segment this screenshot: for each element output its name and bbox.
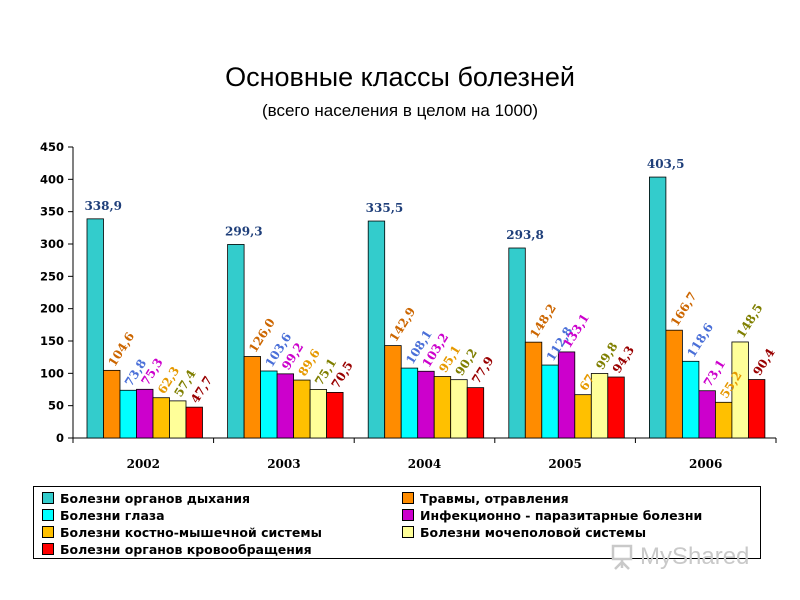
legend-swatch — [42, 492, 54, 504]
bar — [136, 388, 154, 439]
bar — [400, 367, 419, 439]
legend-item: Болезни глаза — [42, 507, 165, 523]
data-label: 148,2 — [527, 301, 559, 340]
bar — [649, 176, 667, 439]
y-tick-label: 450 — [40, 140, 64, 154]
y-tick-label: 100 — [40, 366, 64, 380]
data-label: 335,5 — [366, 201, 404, 215]
data-label: 90,4 — [750, 346, 777, 378]
y-tick-label: 50 — [48, 399, 64, 413]
y-tick-label: 150 — [40, 334, 64, 348]
x-tick-label: 2002 — [127, 457, 160, 471]
data-label: 166,7 — [668, 290, 700, 329]
legend-label: Болезни глаза — [60, 507, 165, 523]
bar — [293, 379, 311, 439]
legend-item: Болезни органов кровообращения — [42, 541, 312, 557]
bar — [433, 376, 452, 439]
bar — [524, 341, 543, 439]
bar — [607, 376, 625, 439]
watermark-text: MyShared — [640, 543, 750, 570]
bar — [243, 356, 262, 439]
chart-subtitle: (всего населения в целом на 1000) — [261, 101, 539, 120]
bar — [384, 345, 402, 439]
legend-swatch — [402, 509, 414, 521]
bar — [698, 390, 716, 439]
y-tick-label: 300 — [40, 237, 64, 251]
legend-item: Инфекционно - паразитарные болезни — [402, 507, 702, 523]
bar — [326, 392, 344, 439]
legend-item: Болезни органов дыхания — [42, 490, 250, 506]
bar — [450, 379, 468, 439]
bar — [715, 401, 733, 439]
data-label: 403,5 — [647, 157, 685, 171]
legend-swatch — [402, 526, 414, 538]
bar — [417, 370, 435, 439]
bar — [748, 379, 766, 439]
data-label: 118,6 — [684, 321, 716, 360]
legend-swatch — [42, 509, 54, 521]
bar — [665, 329, 683, 439]
bar — [682, 360, 700, 439]
legend-label: Инфекционно - паразитарные болезни — [420, 507, 703, 523]
data-label: 299,3 — [225, 224, 263, 238]
bar — [185, 406, 203, 439]
x-tick-label: 2003 — [267, 457, 300, 471]
legend-swatch — [42, 543, 54, 555]
legend-label: Болезни органов дыхания — [60, 490, 251, 506]
legend-swatch — [402, 492, 414, 504]
y-tick-label: 200 — [40, 302, 64, 316]
data-label: 148,5 — [734, 301, 766, 340]
bar — [276, 373, 295, 439]
legend-item: Травмы, отравления — [402, 490, 569, 506]
bar — [557, 351, 576, 439]
legend-swatch — [42, 526, 54, 538]
bar — [541, 364, 559, 439]
legend-item: Болезни мочеполовой системы — [402, 524, 646, 540]
chart-title: Основные классы болезней — [225, 62, 575, 92]
legend-label: Болезни органов кровообращения — [60, 541, 312, 557]
bar — [508, 247, 526, 439]
legend-label: Болезни мочеполовой системы — [420, 524, 647, 540]
data-label: 338,9 — [84, 199, 122, 213]
bar — [466, 387, 485, 439]
data-label: 142,9 — [387, 305, 419, 344]
legend-item: Болезни костно-мышечной системы — [42, 524, 322, 540]
legend-label: Болезни костно-мышечной системы — [60, 524, 322, 540]
bar — [367, 220, 386, 439]
y-tick-label: 400 — [40, 172, 64, 186]
x-tick-label: 2004 — [408, 457, 441, 471]
bar — [152, 397, 170, 439]
presentation-board-icon — [611, 544, 633, 570]
x-tick-label: 2006 — [689, 457, 722, 471]
data-label: 293,8 — [506, 228, 544, 242]
bar-chart: 0501001502002503003504004502002338,9104,… — [40, 140, 778, 471]
legend-label: Травмы, отравления — [420, 490, 569, 506]
bar — [119, 389, 137, 439]
bar — [103, 369, 121, 439]
x-tick-label: 2005 — [548, 457, 581, 471]
bar — [169, 400, 187, 439]
y-tick-label: 250 — [40, 269, 64, 283]
chart-legend: Болезни органов дыхания Травмы, отравлени… — [33, 486, 761, 559]
bar — [574, 394, 592, 439]
y-tick-label: 350 — [40, 205, 64, 219]
bar — [86, 218, 104, 439]
bar — [227, 244, 245, 439]
bar — [309, 389, 328, 439]
watermark: MyShared — [610, 540, 770, 574]
bar — [260, 370, 278, 439]
y-tick-label: 0 — [56, 431, 64, 445]
